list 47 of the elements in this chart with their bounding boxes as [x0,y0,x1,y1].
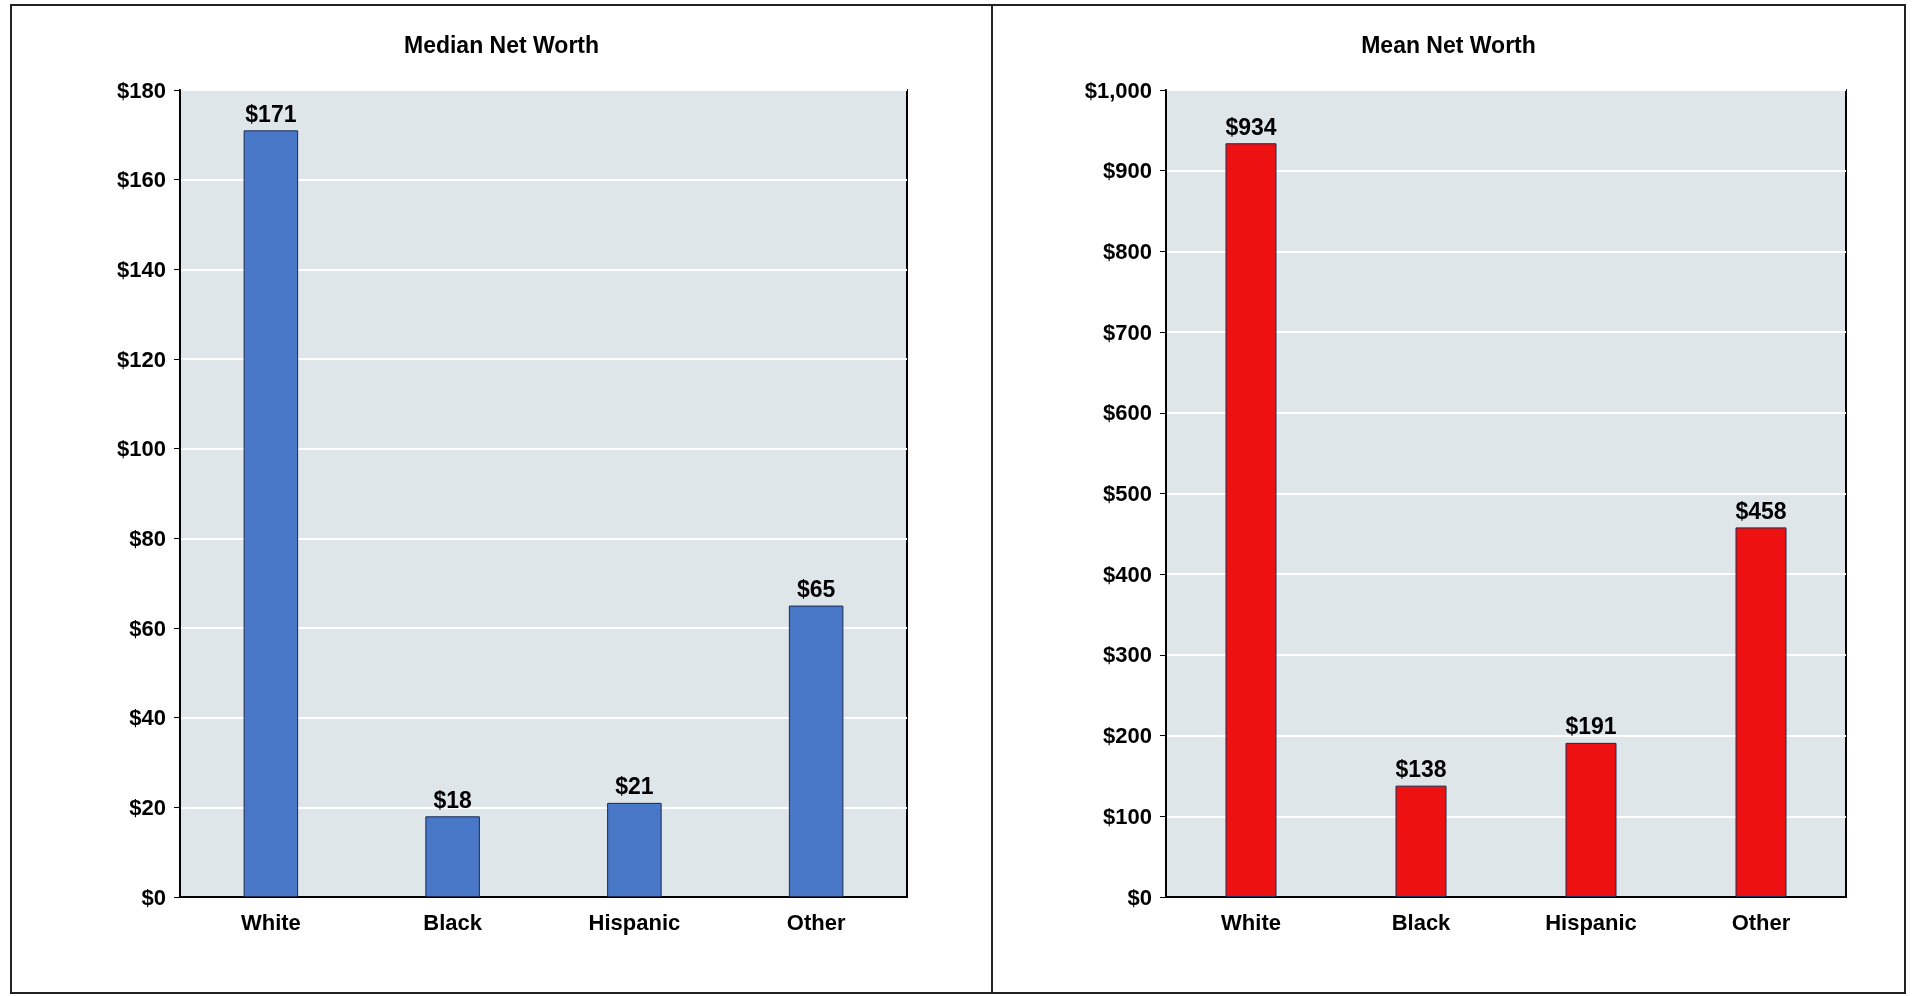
data-label: $171 [245,100,297,127]
y-tick-label: $900 [1103,158,1152,184]
y-tick-label: $0 [1127,884,1152,910]
data-label: $18 [433,786,473,813]
data-label: $21 [615,773,654,800]
bar [1225,143,1277,897]
bar [425,816,480,897]
y-tick-label: $300 [1103,642,1152,668]
x-tick-label: Hispanic [1545,909,1637,935]
chart-title: Median Net Worth [403,31,600,58]
x-tick-label: Other [786,909,846,935]
data-label: $191 [1565,713,1617,740]
bar [1735,527,1787,897]
y-tick-label: $160 [117,167,166,193]
y-tick-label: $600 [1103,400,1152,426]
y-tick-label: $120 [117,346,166,372]
chart-title: Mean Net Worth [1361,31,1536,58]
x-tick-label: Hispanic [588,909,681,935]
x-tick-label: Black [423,909,483,935]
y-tick-label: $60 [129,615,166,641]
data-label: $65 [796,576,836,603]
data-label: $934 [1225,113,1277,140]
bar [1565,742,1617,897]
y-tick-label: $800 [1103,238,1152,264]
data-label: $458 [1735,497,1787,524]
y-tick-label: $20 [129,794,166,820]
y-tick-label: $1,000 [1084,77,1152,103]
bar [243,130,299,897]
bar [1395,785,1447,897]
y-tick-label: $140 [117,256,166,282]
y-tick-label: $400 [1103,561,1152,587]
y-tick-label: $500 [1103,481,1152,506]
y-tick-label: $0 [141,884,166,910]
y-tick-label: $100 [117,436,166,462]
y-tick-label: $200 [1103,723,1152,749]
y-tick-label: $40 [129,705,166,731]
bar [788,605,844,897]
x-tick-label: White [1221,909,1281,935]
bar [607,802,662,897]
y-tick-label: $180 [117,77,166,103]
y-tick-label: $700 [1103,319,1152,345]
x-tick-label: Other [1731,909,1791,935]
x-tick-label: Black [1391,909,1452,935]
y-tick-label: $100 [1103,803,1152,829]
data-label: $138 [1395,756,1447,783]
x-tick-label: White [240,909,301,935]
y-tick-label: $80 [129,525,166,551]
